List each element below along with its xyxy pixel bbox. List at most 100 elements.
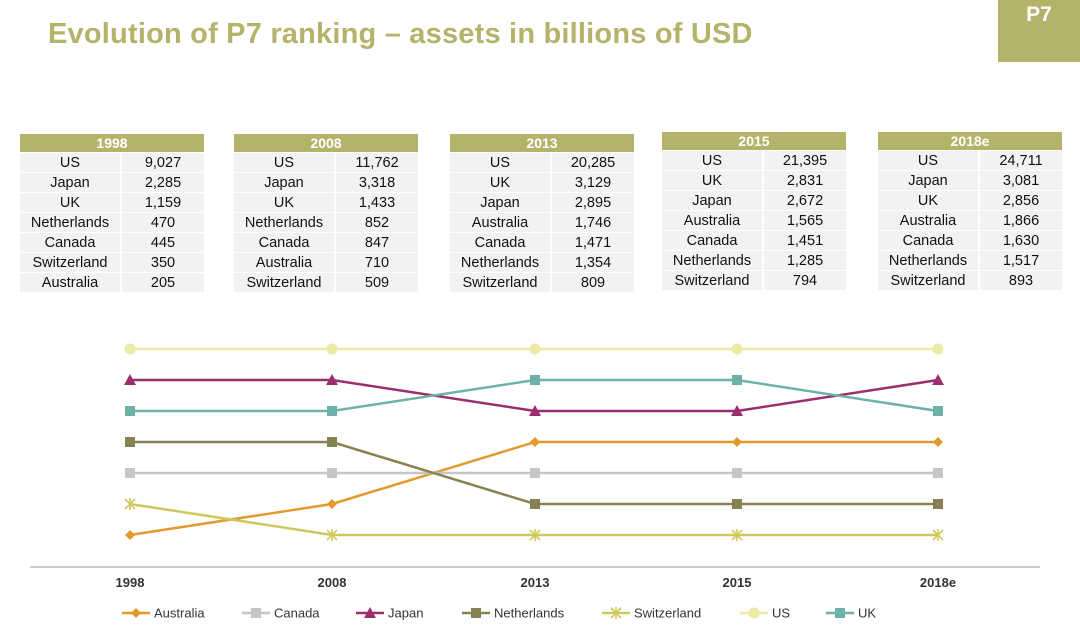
data-point-us [529,343,541,355]
legend-marker-netherlands [471,608,481,618]
table-row: Australia 710 [234,253,418,272]
assets-cell: 2,895 [552,193,634,212]
country-cell: Switzerland [20,253,122,272]
table-row: Australia 1,565 [662,211,846,230]
page-badge: P7 [998,0,1080,62]
data-point-switzerland [124,498,136,510]
data-point-canada [530,468,540,478]
data-point-australia [732,437,742,447]
table-row: Switzerland 794 [662,271,846,290]
data-point-netherlands [530,499,540,509]
table-row: UK 1,433 [234,193,418,212]
assets-cell: 3,318 [336,173,418,192]
data-point-netherlands [732,499,742,509]
legend-label-australia: Australia [154,606,205,621]
x-tick-label: 1998 [116,575,145,590]
table-row: Japan 2,285 [20,173,204,192]
ranking-table-2008: 2008 US 11,762 Japan 3,318 UK 1,433 Netherlands… [234,133,418,293]
ranking-table-1998: 1998 US 9,027 Japan 2,285 UK 1,159 Netherlands 4… [20,133,204,293]
assets-cell: 1,159 [122,193,204,212]
data-point-uk [327,406,337,416]
assets-cell: 21,395 [764,151,846,170]
table-row: Canada 1,471 [450,233,634,252]
ranking-table-2015: 2015 US 21,395 UK 2,831 Japan 2,672 Australia 1,… [662,131,846,291]
table-row: Switzerland 509 [234,273,418,292]
country-cell: Australia [662,211,764,230]
data-point-switzerland [529,529,541,541]
data-point-australia [327,499,337,509]
table-row: Netherlands 1,517 [878,251,1062,270]
legend-label-canada: Canada [274,606,320,621]
data-point-canada [125,468,135,478]
table-year-header: 2013 [450,134,634,152]
data-point-australia [530,437,540,447]
country-cell: US [234,153,336,172]
legend-marker-uk [835,608,845,618]
assets-cell: 1,433 [336,193,418,212]
data-point-japan [731,405,743,416]
table-row: Australia 1,866 [878,211,1062,230]
assets-cell: 470 [122,213,204,232]
data-point-netherlands [933,499,943,509]
assets-cell: 3,129 [552,173,634,192]
country-cell: Japan [20,173,122,192]
assets-cell: 1,517 [980,251,1062,270]
country-cell: Japan [450,193,552,212]
x-tick-label: 2008 [318,575,347,590]
assets-cell: 2,831 [764,171,846,190]
page-title: Evolution of P7 ranking – assets in bill… [48,18,753,50]
table-row: Australia 205 [20,273,204,292]
assets-cell: 1,354 [552,253,634,272]
country-cell: Canada [20,233,122,252]
assets-cell: 3,081 [980,171,1062,190]
table-row: US 24,711 [878,151,1062,170]
assets-cell: 2,285 [122,173,204,192]
data-point-japan [326,374,338,385]
assets-cell: 445 [122,233,204,252]
table-row: UK 1,159 [20,193,204,212]
assets-cell: 509 [336,273,418,292]
country-cell: Netherlands [662,251,764,270]
country-cell: UK [662,171,764,190]
legend-label-us: US [772,606,790,621]
legend-marker-canada [251,608,261,618]
country-cell: Australia [20,273,122,292]
country-cell: UK [450,173,552,192]
country-cell: UK [878,191,980,210]
legend-label-japan: Japan [388,606,423,621]
table-row: Canada 445 [20,233,204,252]
assets-cell: 11,762 [336,153,418,172]
assets-cell: 24,711 [980,151,1062,170]
country-cell: US [878,151,980,170]
country-cell: Netherlands [450,253,552,272]
table-row: US 21,395 [662,151,846,170]
assets-cell: 1,565 [764,211,846,230]
table-row: Netherlands 470 [20,213,204,232]
x-tick-label: 2018e [920,575,956,590]
country-cell: Netherlands [878,251,980,270]
data-point-uk [530,375,540,385]
series-line-australia [129,440,938,537]
data-point-uk [125,406,135,416]
data-point-netherlands [327,437,337,447]
table-row: US 11,762 [234,153,418,172]
country-cell: Netherlands [234,213,336,232]
legend-marker-australia [131,608,141,618]
table-row: Japan 3,081 [878,171,1062,190]
country-cell: Switzerland [878,271,980,290]
country-cell: Canada [878,231,980,250]
country-cell: Switzerland [234,273,336,292]
country-cell: US [662,151,764,170]
table-row: Netherlands 852 [234,213,418,232]
data-point-us [932,343,944,355]
data-point-us [124,343,136,355]
data-point-us [731,343,743,355]
table-row: Canada 1,451 [662,231,846,250]
data-point-australia [125,530,135,540]
table-row: Switzerland 350 [20,253,204,272]
country-cell: Netherlands [20,213,122,232]
legend-marker-japan [364,607,376,618]
data-point-uk [732,375,742,385]
ranking-table-2018e: 2018e US 24,711 Japan 3,081 UK 2,856 Australia 1… [878,131,1062,291]
